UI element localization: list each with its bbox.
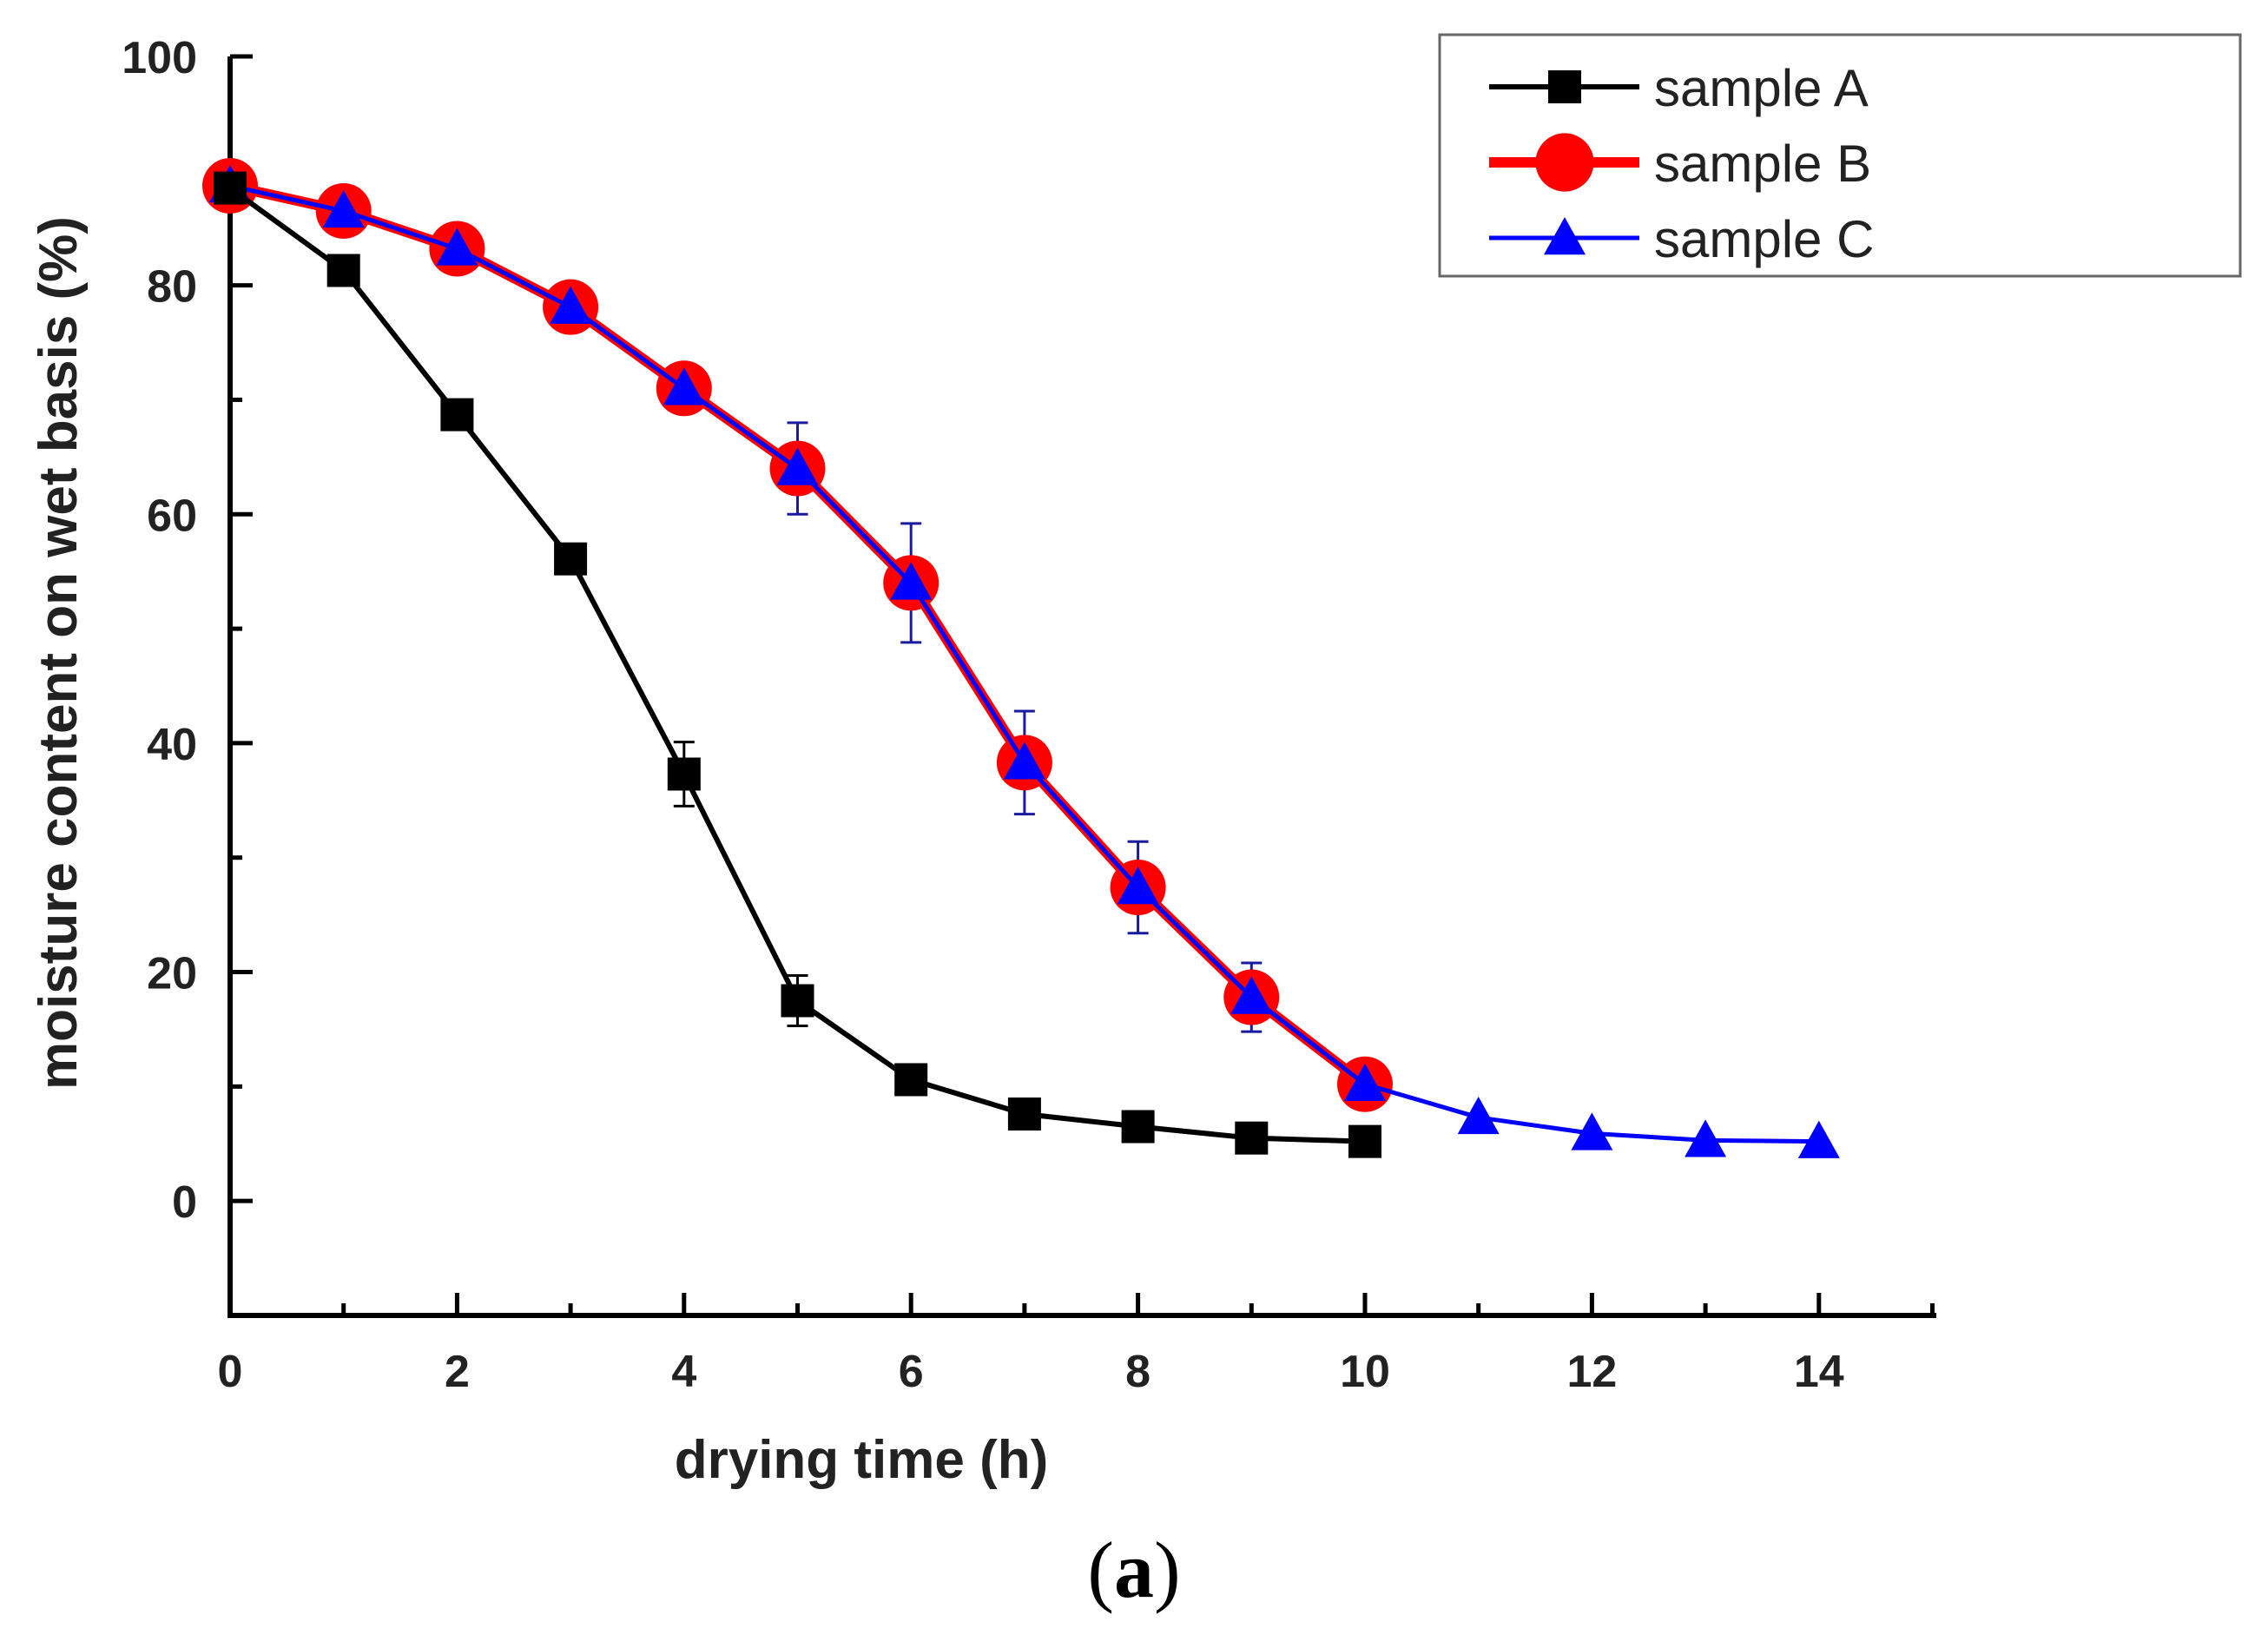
x-tick-label: 2 (445, 1347, 470, 1397)
data-point (663, 367, 705, 405)
data-point (1003, 742, 1045, 780)
panel-label-close: ) (1154, 1526, 1181, 1614)
data-point (894, 1063, 928, 1097)
series-line (229, 183, 1819, 1144)
data-point (781, 984, 814, 1018)
series-line (228, 181, 1368, 1089)
y-tick-label: 20 (147, 949, 197, 999)
x-tick-label: 10 (1340, 1347, 1390, 1397)
data-point (1685, 1119, 1727, 1157)
data-point (1007, 1098, 1041, 1131)
data-point (326, 254, 360, 287)
y-axis-label: moisture content on wet basis (%) (29, 216, 89, 1090)
data-point (550, 286, 592, 324)
legend-entry: sample C (1489, 210, 1874, 268)
panel-label: (a) (0, 1524, 2268, 1616)
data-point (1117, 867, 1159, 905)
legend-marker (1548, 70, 1581, 103)
data-point (1571, 1112, 1613, 1150)
data-point (1230, 976, 1273, 1014)
legend-label: sample A (1654, 59, 1869, 117)
y-tick-label: 40 (147, 720, 197, 770)
legend-entry: sample B (1489, 133, 1871, 193)
data-point (554, 542, 588, 576)
legend: sample A sample B sample C (1438, 33, 2242, 278)
y-tick-label: 0 (172, 1177, 197, 1228)
x-tick-label: 6 (899, 1347, 924, 1397)
legend-entry: sample A (1489, 59, 1869, 117)
axes: 0 20 40 60 80 100 0 2 4 6 8 10 12 14 (122, 33, 1936, 1397)
data-point (1457, 1096, 1500, 1135)
x-tick-label: 4 (671, 1347, 696, 1397)
x-tick-label: 8 (1125, 1347, 1150, 1397)
data-point (1121, 1110, 1155, 1144)
data-point (436, 227, 478, 266)
y-tick-label: 80 (147, 262, 197, 313)
y-tick-label: 100 (122, 33, 197, 83)
legend-marker (1544, 217, 1586, 255)
legend-marker (1535, 133, 1594, 192)
panel-label-letter: a (1114, 1526, 1154, 1614)
legend-label: sample C (1654, 210, 1874, 268)
data-point (440, 398, 474, 432)
data-point (1348, 1124, 1381, 1158)
data-point (776, 447, 819, 485)
data-point (890, 562, 933, 600)
data-point (322, 189, 365, 228)
data-point (1235, 1121, 1269, 1155)
x-tick-label: 14 (1794, 1347, 1844, 1397)
series-sample-a (214, 171, 1381, 1158)
legend-label: sample B (1654, 135, 1871, 193)
x-tick-label: 12 (1566, 1347, 1617, 1397)
data-point (214, 171, 247, 205)
data-point (1797, 1120, 1840, 1158)
data-point (1344, 1063, 1386, 1101)
panel-label-open: ( (1087, 1526, 1114, 1614)
series-sample-b (202, 157, 1393, 1112)
data-point (667, 757, 701, 791)
series-sample-c (209, 164, 1840, 1158)
y-tick-label: 60 (147, 491, 197, 541)
x-axis-label: drying time (h) (675, 1430, 1049, 1490)
x-tick-label: 0 (218, 1347, 243, 1397)
